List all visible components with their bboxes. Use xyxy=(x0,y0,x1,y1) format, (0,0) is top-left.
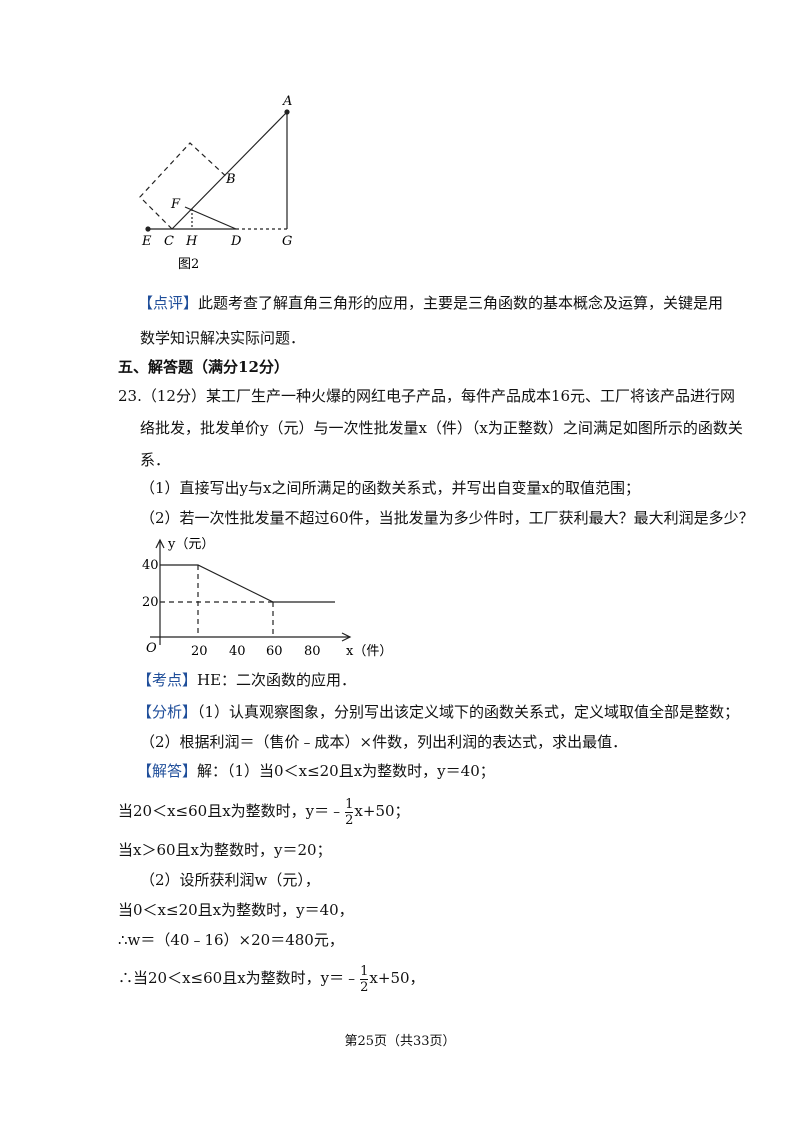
segment xyxy=(184,206,237,230)
text-line: （2）若一次性批发量不超过60件，当批发量为多少件时，工厂获利最大？最大利润是多… xyxy=(140,509,754,527)
text-line: （1）直接写出y与x之间所满足的函数关系式，并写出自变量x的取值范围； xyxy=(140,479,640,497)
text-line: ∴w＝（40﹣16）×20＝480元， xyxy=(118,931,344,949)
dashed-square xyxy=(139,142,231,230)
page-footer: 第25页（共33页） xyxy=(344,1034,456,1049)
text: 解：（1）当0＜x≤20且x为整数时，y＝40； xyxy=(197,762,495,780)
figure-caption: 图2 xyxy=(178,257,199,272)
text-line: 当0＜x≤20且x为整数时，y＝40， xyxy=(118,901,354,919)
segment xyxy=(171,111,288,230)
point-label: H xyxy=(185,234,198,249)
tag: 【分析】 xyxy=(137,703,198,721)
analysis-line: 【分析】（1）认真观察图象，分别写出该定义域下的函数关系式，定义域取值全部是整数… xyxy=(137,702,739,722)
text-line: （2）根据利润＝（售价﹣成本）×件数，列出利润的表达式，求出最值． xyxy=(140,733,628,751)
point-label: C xyxy=(164,234,174,249)
origin-label: O xyxy=(146,641,157,656)
denominator: 2 xyxy=(345,812,354,828)
text-line: 当20＜x≤60且x为整数时，y＝﹣ 1 2 x+50； xyxy=(118,795,410,828)
numerator: 1 xyxy=(345,796,354,813)
section-title: 五、解答题（满分12分） xyxy=(118,358,289,376)
text-line: 数学知识解决实际问题． xyxy=(140,329,306,347)
graph-line xyxy=(160,564,335,603)
tick-label: 60 xyxy=(266,644,283,659)
text: 当20＜x≤60且x为整数时，y＝﹣ xyxy=(118,802,345,820)
text: （1）认真观察图象，分别写出该定义域下的函数关系式，定义域取值全部是整数； xyxy=(197,703,740,721)
text: 此题考查了解直角三角形的应用，主要是三角函数的基本概念及运算，关键是用 xyxy=(198,294,724,312)
geometry-figure xyxy=(139,109,290,232)
text: x+50； xyxy=(354,802,410,820)
text-line: 系． xyxy=(140,451,171,469)
text-line: （2）设所获利润w（元）， xyxy=(140,871,320,889)
numerator: 1 xyxy=(360,963,369,980)
comment-line: 【点评】此题考查了解直角三角形的应用，主要是三角函数的基本概念及运算，关键是用 xyxy=(138,293,723,313)
text: x+50， xyxy=(369,969,425,987)
text: ∴当20＜x≤60且x为整数时，y＝﹣ xyxy=(118,969,360,987)
text-line: ∴当20＜x≤60且x为整数时，y＝﹣ 1 2 x+50， xyxy=(118,962,425,995)
point-label: D xyxy=(230,234,242,249)
knowledge-line: 【考点】HE：二次函数的应用． xyxy=(137,670,356,690)
text-line: 23.（12分）某工厂生产一种火爆的网红电子产品，每件产品成本16元、工厂将该产… xyxy=(118,387,736,405)
text-line: 络批发，批发单价y（元）与一次性批发量x（件）（x为正整数）之间满足如图所示的函… xyxy=(140,419,743,437)
tag: 【点评】 xyxy=(138,294,199,312)
solution-line: 【解答】解：（1）当0＜x≤20且x为整数时，y＝40； xyxy=(137,761,495,781)
tick-label: 40 xyxy=(229,644,246,659)
arrow xyxy=(155,538,165,549)
point-label: A xyxy=(282,94,292,109)
axis-label: y（元） xyxy=(167,537,214,552)
tick-label: 40 xyxy=(142,558,159,573)
tick-label: 20 xyxy=(142,595,159,610)
function-graph xyxy=(150,538,352,645)
tick-label: 80 xyxy=(304,644,321,659)
tick-label: 20 xyxy=(191,644,208,659)
point xyxy=(284,109,290,115)
tag: 【解答】 xyxy=(137,762,198,780)
denominator: 2 xyxy=(360,979,369,995)
point-label: E xyxy=(141,234,152,249)
text: HE：二次函数的应用． xyxy=(197,671,357,689)
point-label: B xyxy=(225,172,236,187)
text-line: 当x＞60且x为整数时，y＝20； xyxy=(118,841,332,859)
tag: 【考点】 xyxy=(137,671,198,689)
axis-label: x（件） xyxy=(346,644,392,659)
arrow xyxy=(341,632,352,642)
point-label: F xyxy=(170,197,181,212)
point xyxy=(145,226,151,232)
point-label: G xyxy=(282,234,292,249)
